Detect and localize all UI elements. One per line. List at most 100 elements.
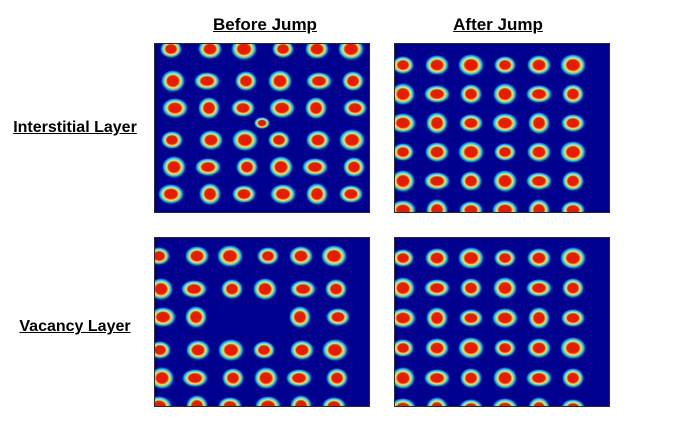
atom — [560, 337, 586, 359]
atom — [235, 71, 257, 91]
atom — [339, 129, 365, 151]
atom — [562, 171, 584, 191]
atom — [236, 157, 258, 177]
atom — [492, 113, 518, 133]
atom — [194, 72, 220, 90]
atom — [395, 143, 414, 161]
atom — [493, 83, 517, 105]
atom — [494, 143, 516, 161]
atom — [424, 369, 450, 387]
atom — [290, 280, 316, 298]
atom — [395, 339, 414, 357]
atom — [155, 247, 170, 265]
atom — [561, 201, 585, 212]
atom — [338, 44, 364, 60]
atom — [269, 98, 295, 118]
atom — [185, 246, 209, 266]
lattice-image-vacancy-before — [155, 245, 350, 406]
atom — [493, 170, 517, 192]
atom — [289, 246, 313, 266]
atom — [155, 307, 176, 327]
atom — [186, 340, 210, 360]
atom — [458, 54, 484, 76]
atom — [492, 308, 518, 328]
atom — [395, 83, 415, 105]
atom — [326, 368, 348, 388]
atom — [161, 70, 185, 92]
atom — [395, 170, 415, 192]
atom — [325, 279, 347, 299]
atom — [268, 131, 290, 149]
panel-vacancy-before — [154, 237, 370, 407]
atom — [560, 247, 586, 269]
atom — [270, 184, 296, 204]
atom — [289, 306, 311, 328]
atom — [561, 399, 585, 406]
atom — [182, 369, 208, 387]
atom — [160, 44, 182, 58]
atom — [424, 172, 450, 190]
atom — [458, 247, 484, 269]
atom — [395, 56, 414, 74]
lattice-image-vacancy-after — [395, 247, 586, 406]
atom — [527, 142, 551, 162]
atom — [217, 245, 243, 267]
atom — [526, 85, 552, 103]
atom — [425, 338, 449, 358]
atom — [424, 279, 450, 297]
atom — [343, 99, 367, 117]
atom — [562, 84, 584, 104]
atom — [395, 200, 416, 212]
atom — [198, 97, 220, 119]
atom — [162, 98, 188, 118]
atom — [458, 141, 484, 163]
atom — [459, 201, 483, 212]
column-header-before: Before Jump — [213, 15, 317, 34]
atom — [459, 114, 483, 132]
atom — [425, 142, 449, 162]
atom — [395, 113, 416, 133]
atom — [528, 199, 550, 212]
atom — [342, 71, 364, 91]
atom — [493, 367, 517, 389]
panel-interstitial-before — [154, 43, 370, 213]
atom — [493, 277, 517, 299]
atom — [562, 368, 584, 388]
lattice-image-interstitial-before — [158, 44, 367, 205]
atom — [494, 339, 516, 357]
atom — [395, 249, 414, 267]
atom — [253, 278, 277, 300]
atom — [155, 278, 173, 300]
atom — [460, 171, 482, 191]
atom — [527, 338, 551, 358]
atom — [460, 84, 482, 104]
atom — [494, 56, 516, 74]
atom — [306, 72, 332, 90]
atom — [492, 200, 518, 212]
atom — [269, 156, 293, 178]
atom — [561, 114, 585, 132]
atom — [185, 306, 207, 328]
atom — [232, 129, 258, 151]
lattice-image-interstitial-after — [395, 54, 586, 212]
atom — [199, 183, 221, 205]
atom — [561, 309, 585, 327]
atom — [395, 277, 415, 299]
atom — [218, 339, 244, 361]
atom — [290, 340, 314, 360]
atom — [426, 199, 448, 212]
atom — [322, 339, 348, 361]
atom — [305, 44, 329, 59]
atom — [306, 183, 328, 205]
atom — [492, 398, 518, 406]
atom — [426, 307, 448, 329]
atom — [221, 279, 243, 299]
atom — [257, 247, 279, 265]
atom — [198, 44, 222, 59]
atom — [562, 278, 584, 298]
atom — [222, 368, 244, 388]
atom — [527, 248, 551, 268]
atom — [494, 249, 516, 267]
atom — [460, 278, 482, 298]
atom — [290, 395, 312, 406]
